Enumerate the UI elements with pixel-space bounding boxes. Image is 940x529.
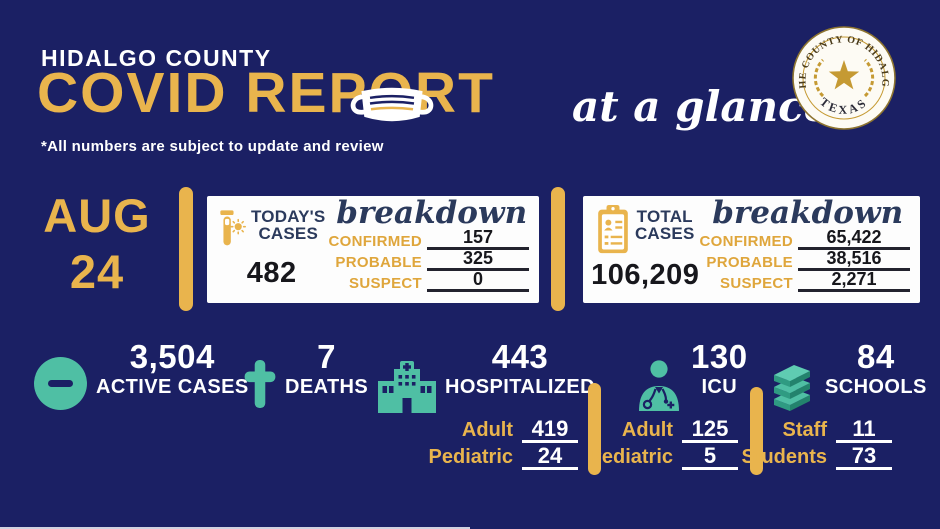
- todays-cases-card: TODAY'S CASES 482 breakdown CONFIRMED 15…: [207, 196, 539, 303]
- breakdown-heading: breakdown: [712, 195, 904, 231]
- breakdown-row-confirmed: CONFIRMED 65,422: [699, 228, 910, 250]
- divider-bar: [750, 387, 763, 475]
- card-title: TOTAL CASES: [634, 207, 695, 244]
- icu-details: Adult 125 Pediatric 5: [589, 417, 738, 471]
- total-cases-card: TOTAL CASES 106,209 breakdown CONFIRMED …: [583, 196, 920, 303]
- report-day: 24: [69, 245, 125, 299]
- stat-icu: 130 ICU: [636, 338, 748, 411]
- clipboard-icon: [598, 205, 628, 254]
- minus-circle-icon: [34, 357, 87, 410]
- detail-row-adult: Adult 419: [429, 417, 578, 444]
- page-title: COVID REPO RT: [37, 62, 495, 125]
- breakdown-row-suspect: SUSPECT 2,271: [699, 270, 910, 292]
- stat-deaths: 7 DEATHS: [244, 338, 369, 408]
- hospitalized-value: 443: [491, 338, 549, 375]
- stat-active-cases: 3,504 ACTIVE CASES: [34, 338, 249, 410]
- total-cases-summary: TOTAL CASES 106,209: [583, 196, 699, 303]
- breakdown-row-suspect: SUSPECT 0: [328, 270, 529, 292]
- active-cases-value: 3,504: [129, 338, 215, 375]
- books-icon: [774, 365, 810, 411]
- county-kicker: HIDALGO COUNTY: [41, 45, 272, 71]
- divider-bar: [179, 187, 193, 311]
- breakdown-row-probable: PROBABLE 38,516: [699, 249, 910, 271]
- report-month: AUG: [43, 189, 151, 242]
- breakdown-row-probable: PROBABLE 325: [328, 249, 529, 271]
- seal-wreath-left: [813, 58, 825, 98]
- deaths-value: 7: [317, 338, 336, 375]
- active-cases-label: ACTIVE CASES: [96, 375, 249, 398]
- doctor-icon: [639, 360, 679, 411]
- schools-value: 84: [856, 338, 895, 375]
- icu-label: ICU: [701, 375, 738, 398]
- test-tube-virus-icon: [220, 210, 247, 246]
- seal-wreath-right: [863, 58, 875, 98]
- stat-hospitalized: 443 HOSPITALIZED: [378, 338, 595, 413]
- bottom-edge-line: [0, 527, 470, 529]
- schools-label: SCHOOLS: [825, 375, 927, 398]
- county-seal: THE COUNTY OF HIDALGO TEXAS: [792, 26, 896, 130]
- detail-row-pediatric: Pediatric 24: [429, 444, 578, 471]
- detail-row-staff: Staff 11: [741, 417, 892, 444]
- seal-star: [828, 60, 860, 90]
- total-breakdown: breakdown CONFIRMED 65,422 PROBABLE 38,5…: [699, 196, 920, 303]
- hospital-icon: [378, 361, 436, 413]
- hospitalized-details: Adult 419 Pediatric 24: [429, 417, 578, 471]
- divider-bar: [551, 187, 565, 311]
- breakdown-heading: breakdown: [336, 195, 528, 231]
- todays-cases-total: 482: [246, 257, 297, 289]
- icu-value: 130: [691, 338, 748, 375]
- detail-row-students: Students 73: [741, 444, 892, 471]
- svg-text:TEXAS: TEXAS: [817, 95, 870, 117]
- title-post: RT: [414, 61, 495, 125]
- divider-bar: [588, 383, 601, 475]
- total-cases-total: 106,209: [591, 259, 700, 291]
- deaths-label: DEATHS: [285, 375, 369, 398]
- title-pre: COVID REP: [37, 61, 369, 125]
- report-date: AUG 24: [22, 188, 172, 301]
- stat-schools: 84 SCHOOLS: [768, 338, 927, 413]
- schools-details: Staff 11 Students 73: [741, 417, 892, 471]
- detail-row-adult: Adult 125: [589, 417, 738, 444]
- hospitalized-label: HOSPITALIZED: [445, 375, 595, 398]
- breakdown-row-confirmed: CONFIRMED 157: [328, 228, 529, 250]
- detail-row-pediatric: Pediatric 5: [589, 444, 738, 471]
- cross-icon: [244, 360, 276, 408]
- todays-cases-summary: TODAY'S CASES 482: [207, 196, 328, 303]
- seal-text-bottom: TEXAS: [817, 95, 867, 117]
- todays-breakdown: breakdown CONFIRMED 157 PROBABLE 325 SUS…: [328, 196, 539, 303]
- card-title: TODAY'S CASES: [251, 207, 326, 244]
- title-masked-letter: O: [350, 62, 434, 125]
- disclaimer-note: *All numbers are subject to update and r…: [41, 138, 384, 155]
